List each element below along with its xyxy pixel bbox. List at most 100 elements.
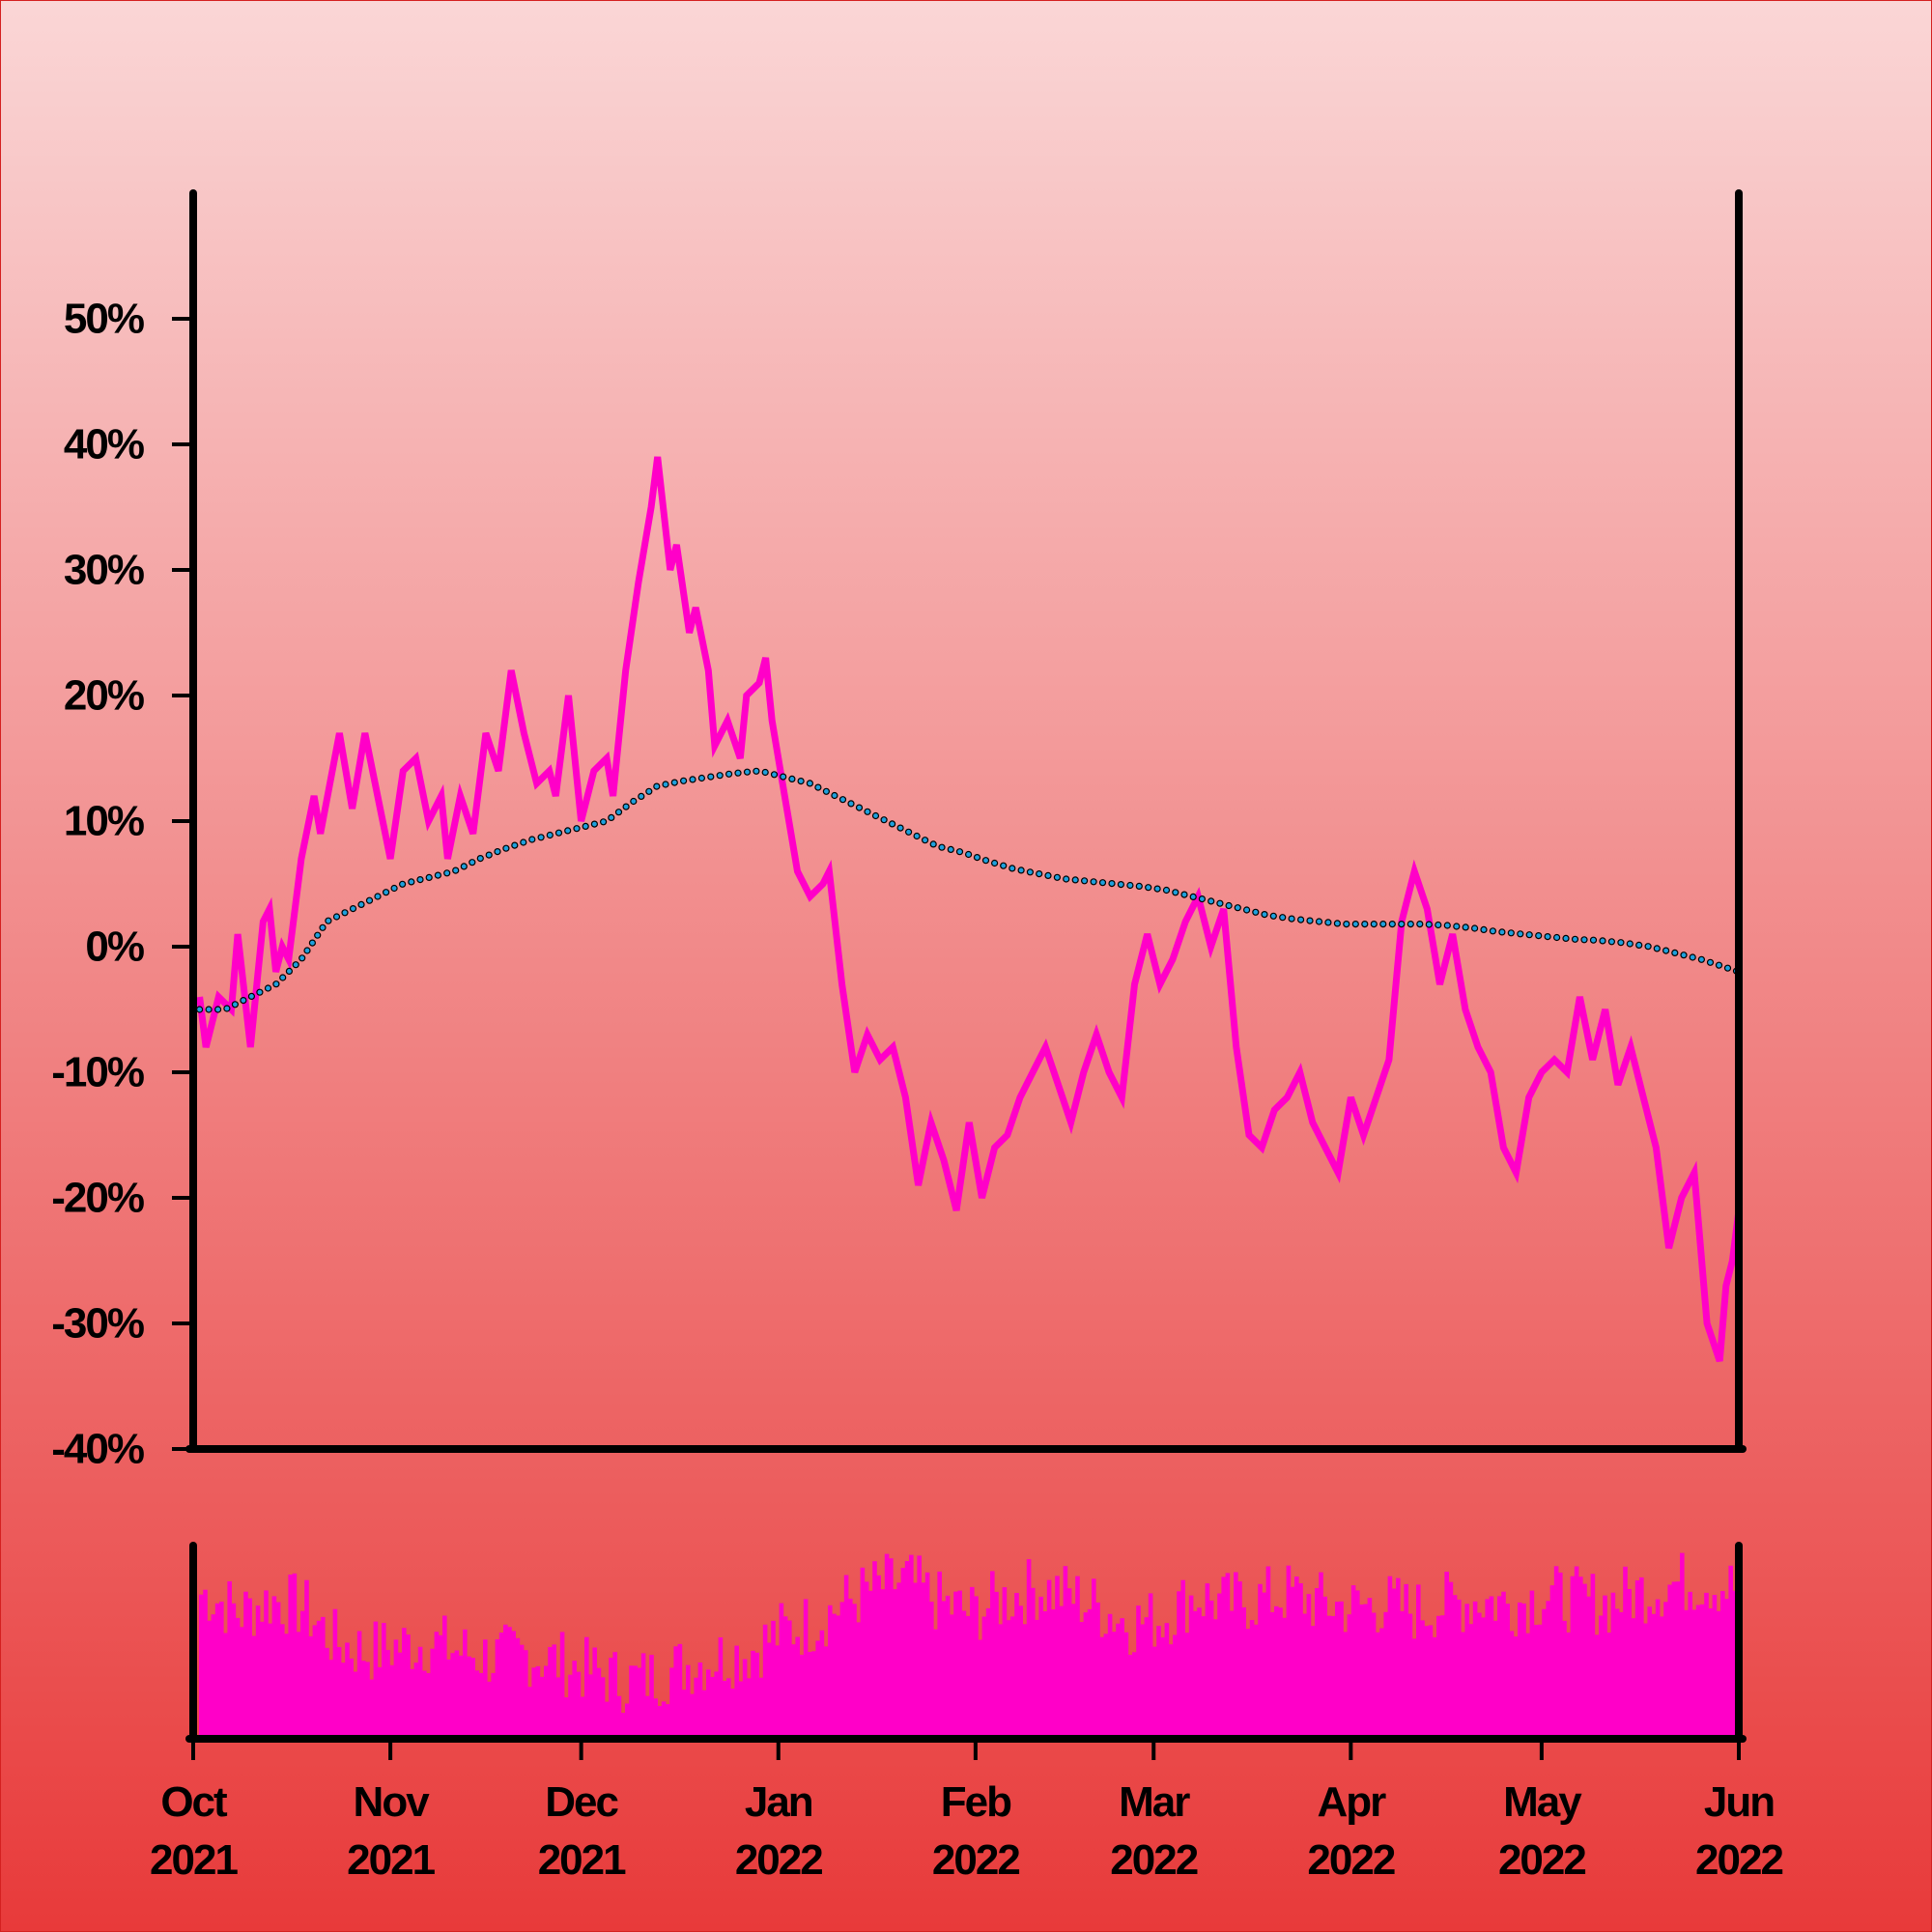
volume-bar — [1518, 1602, 1522, 1739]
volume-bar — [1432, 1636, 1437, 1739]
volume-bar — [860, 1567, 866, 1739]
volume-bar — [929, 1602, 934, 1739]
volume-bar — [1501, 1591, 1506, 1739]
moving-average-dot — [1435, 921, 1442, 929]
y-tick-label: 0% — [85, 923, 143, 971]
volume-bar — [454, 1650, 460, 1739]
volume-bar — [223, 1633, 228, 1739]
moving-average-dot — [806, 780, 814, 787]
moving-average-dot — [205, 1006, 213, 1013]
volume-bar — [413, 1662, 419, 1739]
volume-bar — [1428, 1625, 1434, 1739]
volume-bar — [1103, 1634, 1109, 1739]
moving-average-dot — [1279, 914, 1287, 922]
x-tick-label-year: 2022 — [1498, 1836, 1585, 1884]
volume-bar — [1066, 1588, 1072, 1739]
moving-average-dot — [469, 859, 476, 867]
volume-bar — [706, 1669, 711, 1739]
volume-bar — [1002, 1587, 1008, 1739]
volume-bar — [1606, 1633, 1611, 1739]
volume-bar — [625, 1703, 630, 1739]
moving-average-dot — [1662, 947, 1670, 954]
volume-bar — [1492, 1620, 1498, 1739]
volume-bar — [1254, 1624, 1259, 1739]
volume-bar — [524, 1650, 528, 1739]
moving-average-dot — [590, 820, 599, 828]
volume-bar — [921, 1582, 926, 1739]
volume-bar — [356, 1631, 362, 1739]
moving-average-dot — [564, 827, 572, 835]
moving-average-dot — [390, 884, 398, 893]
moving-average-dot — [460, 863, 468, 870]
moving-average-dot — [822, 787, 831, 795]
volume-bar — [1241, 1606, 1246, 1739]
moving-average-dot — [247, 992, 255, 1001]
volume-bar — [1347, 1614, 1352, 1739]
moving-average-dot — [1480, 925, 1488, 934]
volume-bar — [264, 1590, 269, 1739]
volume-bar — [612, 1652, 617, 1739]
volume-bar — [1184, 1633, 1190, 1739]
volume-bar — [799, 1655, 805, 1739]
moving-average-dot — [871, 811, 880, 820]
moving-average-dot — [788, 775, 796, 783]
volume-bar — [478, 1672, 484, 1739]
volume-bar — [552, 1644, 556, 1739]
volume-bar — [771, 1620, 776, 1739]
volume-bar — [1436, 1615, 1441, 1739]
volume-bar — [1213, 1619, 1218, 1739]
moving-average-dot — [1162, 886, 1171, 895]
volume-bar — [694, 1677, 698, 1739]
moving-average-dot — [303, 947, 311, 954]
moving-average-dot — [913, 832, 921, 840]
volume-bar — [1132, 1652, 1137, 1739]
moving-average-dot — [1525, 931, 1533, 939]
volume-bar — [247, 1598, 252, 1739]
volume-bar — [811, 1651, 816, 1739]
volume-bar — [994, 1591, 999, 1739]
volume-bar — [864, 1581, 869, 1739]
volume-bar — [1376, 1632, 1380, 1739]
moving-average-dot — [1216, 899, 1224, 907]
volume-bar — [726, 1678, 731, 1739]
volume-bar — [1700, 1604, 1705, 1739]
moving-average-dot — [1135, 882, 1143, 891]
moving-average-dot — [1324, 919, 1332, 926]
moving-average-dot — [1208, 897, 1215, 905]
volume-bar — [1359, 1605, 1364, 1739]
volume-bar — [1274, 1605, 1279, 1739]
moving-average-dot — [1071, 876, 1079, 884]
volume-bar — [1594, 1634, 1600, 1739]
volume-bar — [369, 1679, 374, 1739]
moving-average-dot — [272, 980, 280, 988]
volume-bar — [1578, 1577, 1583, 1739]
volume-bar — [588, 1674, 593, 1739]
moving-average-dot — [502, 844, 510, 852]
volume-bar — [519, 1644, 525, 1739]
moving-average-dot — [670, 779, 678, 786]
volume-bar — [531, 1667, 536, 1739]
moving-average-dot — [1269, 912, 1277, 920]
volume-bar — [1140, 1624, 1145, 1739]
moving-average-dot — [408, 878, 415, 886]
volume-bar — [1440, 1615, 1445, 1739]
volume-bar — [1407, 1613, 1413, 1739]
volume-bar — [974, 1596, 979, 1739]
moving-average-dot — [1535, 931, 1543, 940]
volume-bar — [284, 1634, 289, 1739]
moving-average-dot — [1689, 953, 1696, 961]
volume-bar — [1208, 1600, 1214, 1739]
volume-bar — [808, 1652, 812, 1739]
volume-bar — [605, 1701, 610, 1739]
moving-average-dot — [838, 796, 847, 804]
moving-average-dot — [520, 838, 527, 846]
volume-bar — [978, 1639, 982, 1739]
volume-bar — [666, 1704, 670, 1739]
moving-average-dot — [679, 777, 688, 784]
volume-bar — [1461, 1632, 1465, 1739]
volume-bar — [240, 1627, 244, 1739]
moving-average-dot — [780, 773, 787, 781]
volume-bar — [1533, 1625, 1539, 1739]
volume-bar — [1675, 1581, 1681, 1739]
moving-average-dot — [399, 880, 407, 888]
